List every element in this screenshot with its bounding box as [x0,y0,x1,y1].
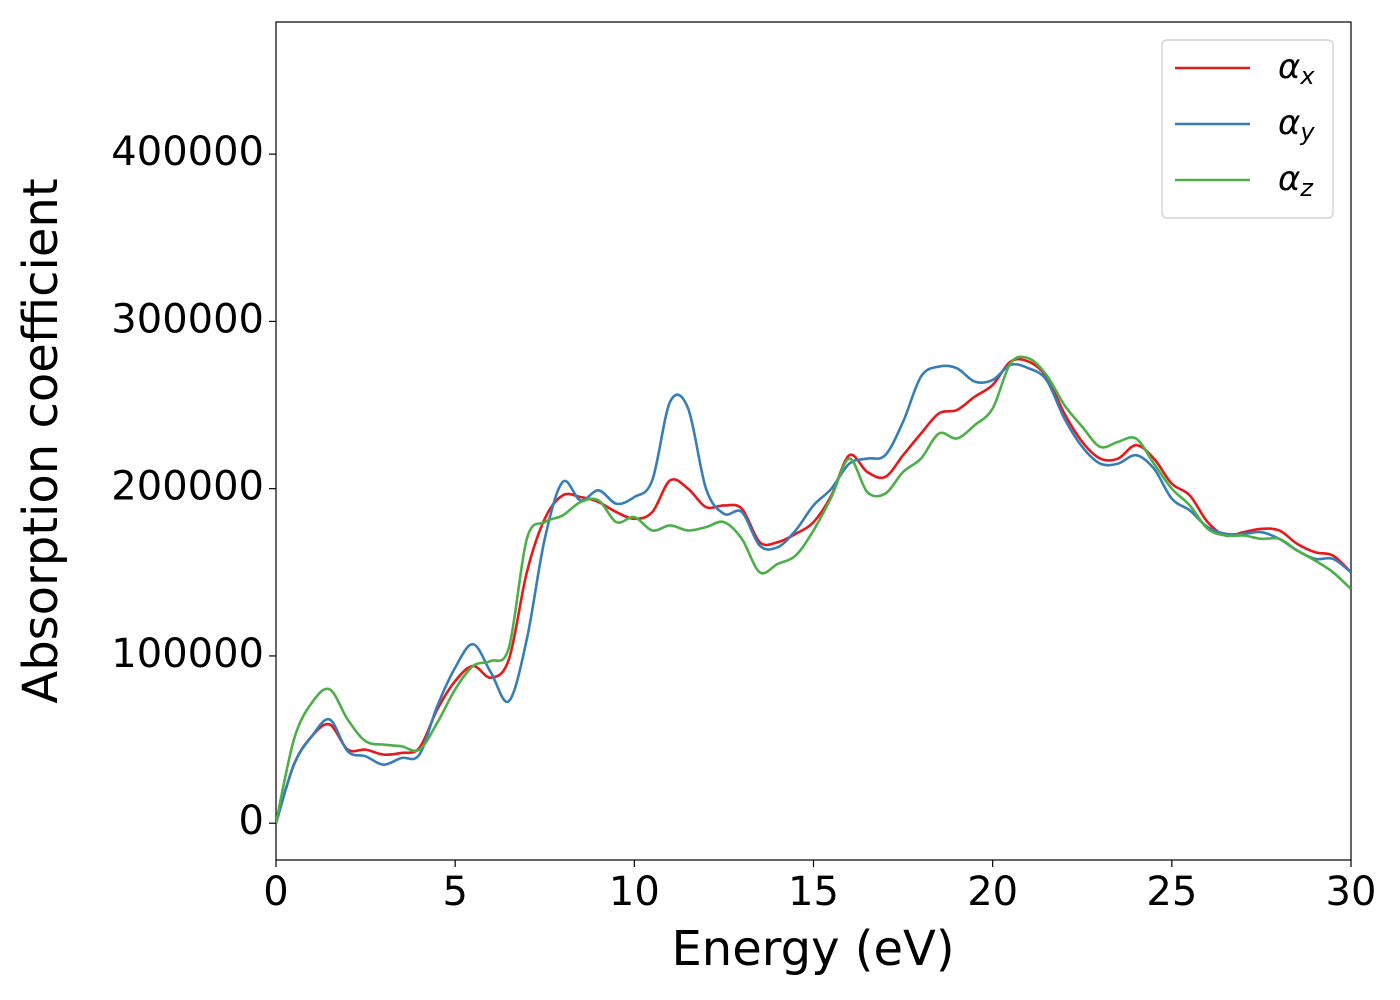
series-group [276,355,1351,824]
series-line [276,362,1351,824]
x-tick-label: 0 [263,869,288,915]
y-tick-label: 0 [239,798,264,844]
legend-label: αy [1278,103,1315,147]
y-tick-label: 200000 [111,464,264,510]
x-tick-label: 15 [788,869,839,915]
legend-box [1161,39,1334,219]
x-tick-label: 10 [609,869,660,915]
x-tick-label: 5 [442,869,467,915]
y-tick-label: 100000 [111,631,264,677]
x-tick-label: 30 [1326,869,1377,915]
legend-label: αx [1278,47,1315,91]
x-tick-label: 20 [967,869,1018,915]
y-axis-label: Absorption coefficient [13,178,69,703]
x-axis-label: Energy (eV) [671,921,954,977]
legend-label: αz [1278,159,1314,203]
series-line [276,355,1351,824]
x-tick-label: 25 [1146,869,1197,915]
y-tick-label: 300000 [111,296,264,342]
series-line [276,357,1351,824]
y-tick-label: 400000 [111,129,264,175]
